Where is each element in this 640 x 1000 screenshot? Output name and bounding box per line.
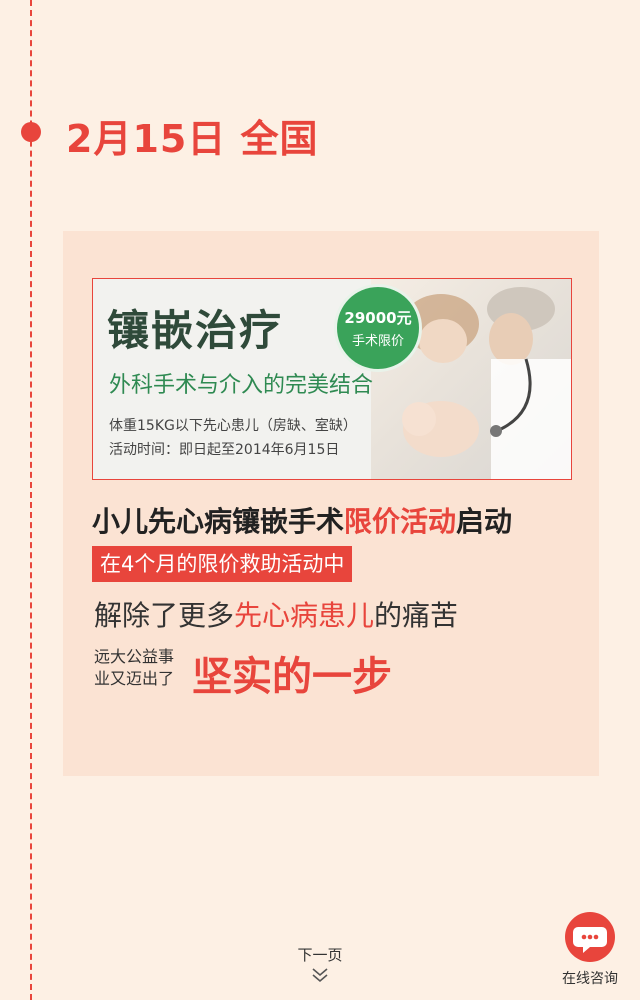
relief-part3: 的痛苦: [374, 599, 459, 632]
headline-part1: 小儿先心病镶嵌手术: [92, 505, 345, 538]
banner-subtitle: 外科手术与介入的完美结合: [109, 373, 374, 398]
relief-part1: 解除了更多: [94, 599, 235, 632]
chat-bubble-icon: [565, 912, 615, 962]
next-page-button[interactable]: 下一页: [295, 944, 345, 987]
highlight-box: 在4个月的限价救助活动中: [92, 546, 353, 582]
banner-title: 镶嵌治疗: [107, 306, 284, 355]
charity-note: 远大公益事 业又迈出了: [94, 646, 174, 690]
price-badge: 29000元 手术限价: [337, 287, 419, 369]
promo-banner[interactable]: 镶嵌治疗 29000元 手术限价 外科手术与介入的完美结合 体重15KG以下先心…: [92, 278, 572, 480]
charity-note-line2: 业又迈出了: [94, 669, 175, 688]
charity-note-line1: 远大公益事: [94, 647, 175, 666]
banner-period: 活动时间：即日起至2014年6月15日: [109, 442, 340, 458]
timeline-line: [30, 0, 32, 1000]
headline: 小儿先心病镶嵌手术限价活动启动: [92, 500, 512, 540]
timeline-dot: [21, 122, 41, 142]
online-consult-label: 在线咨询: [562, 971, 618, 987]
headline-part3: 启动: [456, 505, 513, 538]
relief-highlight: 先心病患儿: [234, 599, 375, 632]
price-badge-price: 29000元: [344, 309, 412, 327]
milestone-text: 坚实的一步: [192, 654, 392, 700]
next-page-label: 下一页: [297, 946, 343, 964]
relief-statement: 解除了更多先心病患儿的痛苦: [94, 594, 458, 634]
online-consult-button[interactable]: 在线咨询: [557, 912, 623, 988]
date-heading: 2月15日 全国: [66, 117, 319, 161]
price-badge-note: 手术限价: [351, 334, 404, 349]
chevron-down-icon: [295, 967, 345, 987]
banner-eligibility: 体重15KG以下先心患儿（房缺、室缺）: [109, 418, 357, 434]
headline-highlight: 限价活动: [344, 505, 457, 538]
